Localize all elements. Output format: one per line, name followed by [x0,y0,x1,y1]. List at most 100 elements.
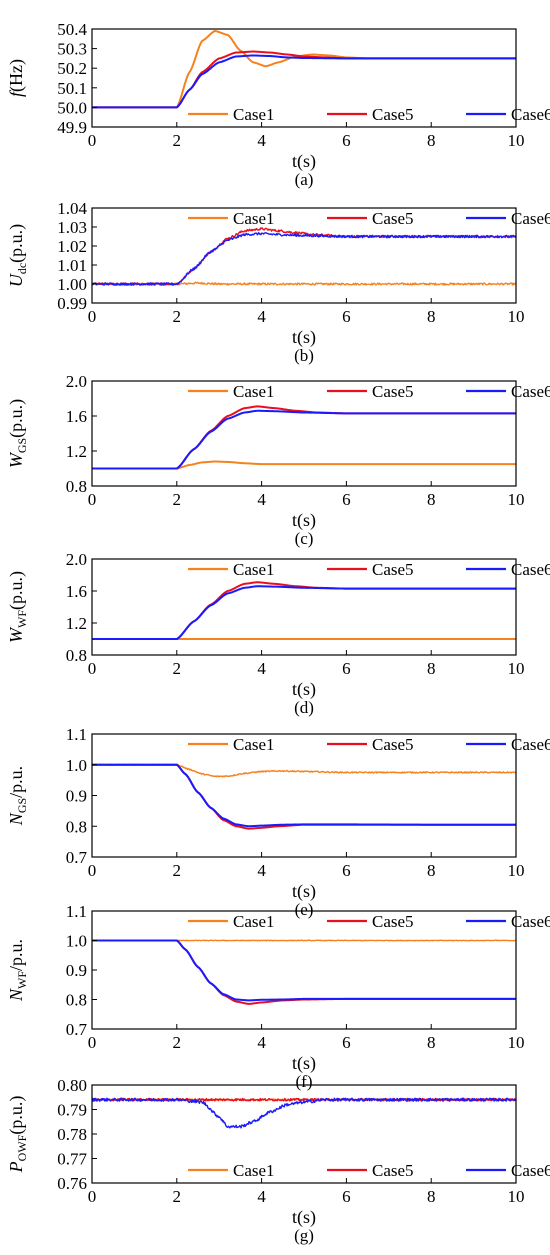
y-axis-label: NGS/p.u. [6,766,29,826]
plot-frame [91,733,517,858]
x-tick-label: 10 [508,131,525,150]
legend-label-case6: Case6 [511,382,550,401]
panel-e: 0.7 0.8 0.9 1.0 1.1 0 2 4 6 8 10 t(s)(e) NGS/p.u. Cas… [6,725,550,919]
x-tick-label: 8 [427,1187,436,1206]
series-line-case6 [92,54,516,109]
x-tick-label: 6 [342,1033,351,1052]
x-tick-label: 2 [173,659,182,678]
x-tick-label: 6 [342,861,351,880]
x-tick-label: 6 [342,307,351,326]
series-line-case5 [92,763,516,830]
y-axis-unit: (p.u.) [6,1096,27,1135]
legend-label-case1: Case1 [233,209,275,228]
y-axis-symbol: f [6,89,26,97]
y-axis-symbol: N [6,812,26,826]
y-tick-label: 0.9 [66,961,87,980]
y-axis-label: f(Hz) [6,59,27,97]
y-tick-label: 1.1 [66,902,87,921]
y-tick-label: 1.0 [66,756,87,775]
y-axis-label: WGS(p.u.) [6,399,29,468]
legend-label-case1: Case1 [233,560,275,579]
x-tick-label: 2 [173,490,182,509]
x-tick-label: 2 [173,307,182,326]
x-tick-label: 8 [427,861,436,880]
y-tick-label: 0.9 [66,787,87,806]
x-tick-label: 8 [427,490,436,509]
y-axis-label: NWF/p.u. [6,939,29,1002]
panel-f: 0.7 0.8 0.9 1.0 1.1 0 2 4 6 8 10 t(s)(f) NWF/p.u. Cas… [6,902,550,1091]
x-tick-label: 10 [508,490,525,509]
legend-label-case1: Case1 [233,1161,275,1180]
plot-frame [91,558,517,656]
y-tick-label: 1.6 [66,407,87,426]
plot-frame [91,207,517,304]
panel-d: 0.8 1.2 1.6 2.0 0 2 4 6 8 10 t(s)(d) WWF(p.u.) Case1… [6,550,550,717]
x-tick-label: 4 [257,659,266,678]
y-tick-label: 1.0 [66,932,87,951]
y-tick-label: 0.8 [66,477,87,496]
y-tick-label: 50.1 [57,79,87,98]
x-tick-label: 6 [342,659,351,678]
x-tick-label: 4 [257,131,266,150]
y-tick-label: 1.2 [66,614,87,633]
x-tick-label: 2 [173,131,182,150]
y-tick-label: 50.0 [57,98,87,117]
x-tick-label: 4 [257,1187,266,1206]
series-line-case6 [92,409,516,470]
legend-label-case5: Case5 [372,1161,414,1180]
y-axis-unit: /p.u. [6,766,26,798]
legend-label-case5: Case5 [372,560,414,579]
legend-label-case5: Case5 [372,735,414,754]
y-axis-subscript: GS [15,798,29,813]
series-line-case5 [92,581,516,640]
x-axis-label: t(s) [292,1053,316,1074]
legend-label-case6: Case6 [511,560,550,579]
y-axis-subscript: dc [15,263,29,274]
y-tick-label: 0.80 [57,1076,87,1095]
y-axis-label: POWF(p.u.) [6,1096,29,1174]
panel-label: (e) [295,900,314,919]
series-line-case1 [92,29,516,109]
x-tick-label: 4 [257,861,266,880]
series-line-case1 [92,763,516,778]
panel-g: 0.76 0.77 0.78 0.79 0.80 0 2 4 6 8 10 t(s)(g) POWF(p… [6,1076,550,1245]
y-tick-label: 50.4 [57,20,87,39]
x-tick-label: 2 [173,1033,182,1052]
x-tick-label: 0 [88,861,97,880]
y-axis-label: Udc(p.u.) [6,224,29,287]
x-axis-label: t(s) [292,510,316,531]
x-tick-label: 8 [427,131,436,150]
y-axis-symbol: W [6,626,26,643]
y-tick-label: 0.7 [66,1020,88,1039]
y-axis-subscript: WF [15,610,29,628]
series-line-case6 [92,231,516,286]
x-axis-label: t(s) [292,679,316,700]
y-axis-symbol: U [6,273,26,287]
y-tick-label: 1.2 [66,442,87,461]
legend-label-case1: Case1 [233,382,275,401]
y-tick-label: 1.02 [57,237,87,256]
y-tick-label: 50.3 [57,40,87,59]
legend-label-case6: Case6 [511,209,550,228]
y-tick-label: 1.00 [57,275,87,294]
series-line-case5 [92,939,516,1005]
legend-label-case5: Case5 [372,382,414,401]
y-tick-label: 0.79 [57,1101,87,1120]
x-tick-label: 0 [88,1187,97,1206]
x-tick-label: 4 [257,490,266,509]
y-axis-symbol: P [6,1161,26,1173]
x-tick-label: 8 [427,307,436,326]
x-tick-label: 10 [508,861,525,880]
y-tick-label: 0.77 [57,1150,87,1169]
legend-label-case1: Case1 [233,735,275,754]
panel-label: (g) [294,1226,314,1245]
x-tick-label: 0 [88,1033,97,1052]
y-tick-label: 1.03 [57,218,87,237]
x-tick-label: 10 [508,1187,525,1206]
x-tick-label: 8 [427,659,436,678]
panel-label: (c) [295,529,314,548]
y-axis-symbol: N [6,988,26,1002]
y-tick-label: 49.9 [57,118,87,137]
y-tick-label: 0.78 [57,1125,87,1144]
x-tick-label: 6 [342,131,351,150]
